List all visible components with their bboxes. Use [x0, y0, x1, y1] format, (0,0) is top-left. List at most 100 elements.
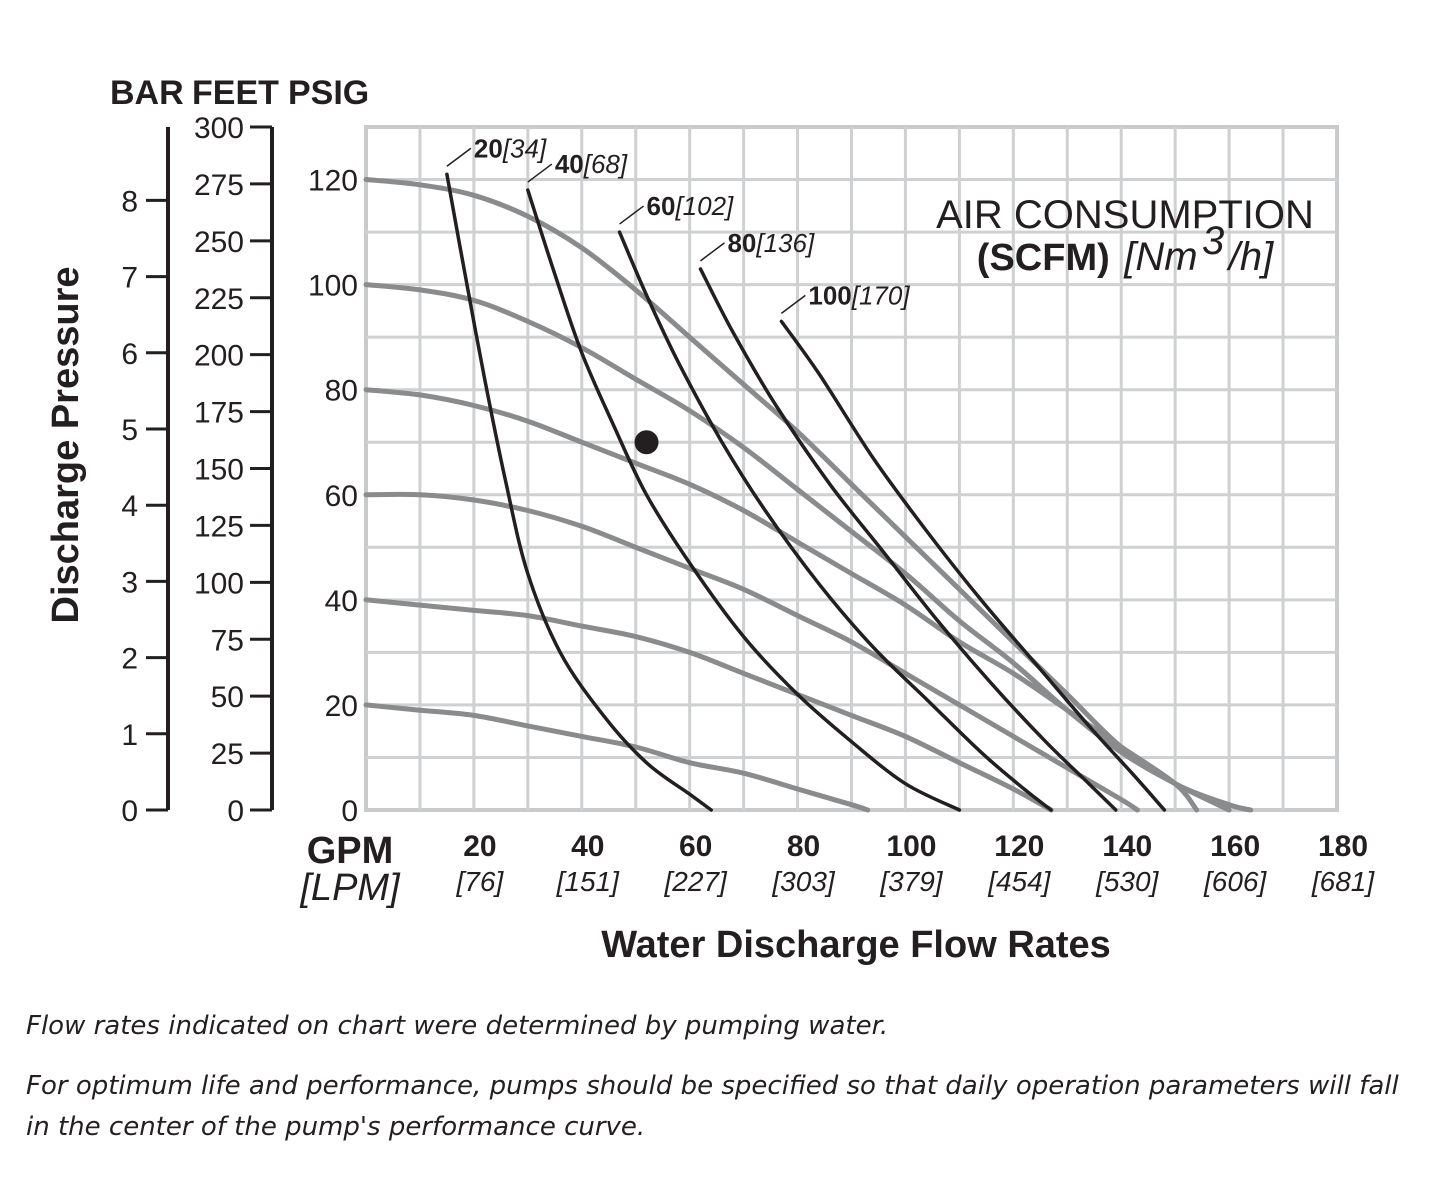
x-axis-title: Water Discharge Flow Rates [601, 924, 1111, 966]
legend-scfm: (SCFM) [977, 237, 1110, 279]
feet-tick-label: 200 [194, 340, 244, 373]
air-consumption-curve [779, 319, 1167, 812]
air-curve-leader [446, 147, 472, 167]
air-curve-label-nm3h: [136] [755, 228, 815, 258]
feet-tick-label: 75 [211, 624, 244, 657]
x-tick-label-gpm: 180 [1318, 830, 1368, 863]
air-consumption-curve [617, 230, 1053, 812]
feet-tick-label: 275 [194, 169, 244, 202]
x-unit-secondary: [LPM] [299, 867, 401, 909]
legend-title-line2: (SCFM) [Nm 3 /h] [977, 219, 1274, 279]
feet-tick-label: 225 [194, 283, 244, 316]
psig-tick-label: 100 [308, 270, 358, 303]
x-tick-label-lpm: [76] [456, 866, 505, 897]
psig-axis-header: PSIG [288, 74, 369, 112]
bar-tick-label: 3 [121, 566, 138, 599]
air-curve-label-scfm: 60 [647, 191, 676, 221]
feet-axis-header: FEET [192, 74, 279, 112]
air-curve-label: 100[170] [808, 280, 910, 310]
air-curve-leader [619, 205, 644, 225]
psig-tick-label: 0 [341, 795, 358, 828]
operating-point-layer [634, 430, 659, 455]
y-axis-title: Discharge Pressure [45, 267, 87, 624]
air-curve-label-scfm: 100 [808, 280, 851, 310]
bar-tick-label: 5 [121, 414, 138, 447]
bar-tick-label: 1 [121, 719, 138, 752]
performance-chart: BAR FEET PSIG 0 1 2 3 4 5 6 7 8 0 25 50 75 100 125 150… [45, 74, 1376, 966]
air-curve-label: 80[136] [727, 228, 815, 258]
bar-axis: 0 1 2 3 4 5 6 7 8 [121, 127, 170, 828]
air-consumption-curve [526, 188, 962, 812]
air-curve-label: 40[68] [555, 149, 628, 179]
air-consumption-legend: AIR CONSUMPTION (SCFM) [Nm 3 /h] [936, 193, 1314, 279]
bar-tick-label: 6 [121, 338, 138, 371]
x-tick-label-gpm: 80 [787, 830, 820, 863]
bar-tick-label: 0 [121, 795, 138, 828]
x-tick-label-lpm: [227] [664, 866, 728, 897]
feet-axis: 0 25 50 75 100 125 150 175 200 225 250 275 300 [194, 112, 274, 828]
psig-axis: 0 20 40 60 80 100 120 [308, 165, 358, 828]
air-consumption-curve [698, 267, 1118, 812]
pressure-curve [363, 597, 1054, 813]
air-curve-label-nm3h: [170] [851, 280, 911, 310]
bar-tick-label: 7 [121, 262, 138, 295]
feet-tick-label: 25 [211, 738, 244, 771]
x-tick-label-lpm: [303] [771, 866, 835, 897]
pressure-curve [363, 702, 871, 813]
bar-tick-label: 4 [121, 490, 138, 523]
legend-nm-pre: [Nm [1123, 235, 1197, 279]
air-curve-leader [780, 294, 806, 314]
x-tick-label-lpm: [606] [1203, 866, 1267, 897]
air-consumption-curves: 20[34] 40[68] 60[102] 80[136] 100[170] [445, 133, 1167, 812]
air-curve-label-nm3h: [68] [583, 149, 628, 179]
feet-tick-label: 100 [194, 567, 244, 600]
air-curve-label: 20[34] [474, 133, 547, 163]
air-consumption-curve [445, 172, 713, 812]
x-tick-label-gpm: 100 [886, 830, 936, 863]
air-curve-leader [527, 163, 553, 183]
x-tick-label-gpm: 20 [463, 830, 496, 863]
pressure-curve [363, 491, 1140, 813]
footnote-water: Flow rates indicated on chart were deter… [26, 1011, 889, 1041]
x-tick-label-gpm: 60 [679, 830, 712, 863]
feet-tick-label: 175 [194, 397, 244, 430]
bar-tick-label: 2 [121, 643, 138, 676]
psig-tick-label: 120 [308, 165, 358, 198]
bar-axis-header: BAR [110, 74, 184, 112]
x-tick-label-lpm: [530] [1095, 866, 1159, 897]
feet-tick-label: 150 [194, 454, 244, 487]
bar-tick-label: 8 [121, 185, 138, 218]
operating-point-marker [634, 430, 659, 455]
x-unit-primary: GPM [307, 830, 394, 872]
x-tick-label-lpm: [151] [556, 866, 620, 897]
psig-tick-label: 20 [325, 690, 358, 723]
x-tick-label-gpm: 160 [1210, 830, 1260, 863]
footnote-optimum: For optimum life and performance, pumps … [26, 1071, 1399, 1142]
psig-tick-label: 60 [325, 480, 358, 513]
feet-tick-label: 300 [194, 112, 244, 145]
chart-grid [364, 125, 1339, 812]
feet-tick-label: 0 [227, 795, 244, 828]
legend-title-line1: AIR CONSUMPTION [936, 193, 1314, 237]
legend-nm-sup: 3 [1202, 219, 1224, 263]
air-curve-label-scfm: 20 [474, 133, 503, 163]
air-curve-label-scfm: 80 [727, 228, 756, 258]
x-tick-label-gpm: 140 [1102, 830, 1152, 863]
air-curve-label: 60[102] [647, 191, 735, 221]
air-curve-label-scfm: 40 [555, 149, 584, 179]
legend-nm-post: /h] [1226, 235, 1274, 279]
air-curve-label-nm3h: [102] [674, 191, 734, 221]
x-tick-label-gpm: 40 [571, 830, 604, 863]
x-tick-label-gpm: 120 [994, 830, 1044, 863]
air-curve-label-nm3h: [34] [502, 133, 547, 163]
x-tick-label-lpm: [681] [1311, 866, 1375, 897]
x-tick-label-lpm: [379] [879, 866, 943, 897]
air-curve-leader [700, 242, 725, 262]
feet-tick-label: 125 [194, 510, 244, 543]
psig-tick-label: 40 [325, 585, 358, 618]
x-tick-label-lpm: [454] [987, 866, 1051, 897]
feet-tick-label: 250 [194, 226, 244, 259]
feet-tick-label: 50 [211, 681, 244, 714]
x-axis-ticks: 20[76] 40[151] 60[227] 80[303] 100[379] 120[4… [456, 830, 1376, 897]
psig-tick-label: 80 [325, 375, 358, 408]
